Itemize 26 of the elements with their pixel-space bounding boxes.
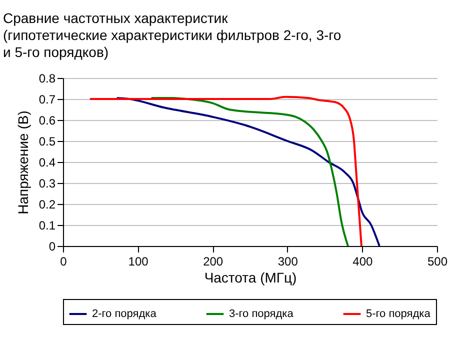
x-axis-title: Частота (МГц) bbox=[204, 270, 297, 286]
y-tick-label: 0.6 bbox=[38, 114, 56, 128]
text: (гипотетические характеристики фильтров 2-го, 3-го bbox=[3, 27, 342, 43]
x-tick-label: 0 bbox=[60, 254, 68, 268]
x-tick-label: 500 bbox=[427, 254, 448, 268]
y-tick-label: 0.2 bbox=[38, 198, 56, 212]
line-series bbox=[88, 96, 362, 247]
y-tick-label: 0.5 bbox=[38, 134, 56, 148]
x-tick-label: 200 bbox=[203, 254, 224, 268]
legend-label: 5-го порядка bbox=[366, 308, 432, 320]
y-axis-title: Напряжение (В) bbox=[14, 110, 31, 214]
y-tick-label: 0.1 bbox=[38, 218, 56, 232]
line-series bbox=[150, 96, 349, 247]
line-series bbox=[116, 96, 380, 247]
legend-label: 2-го порядка bbox=[92, 308, 158, 320]
y-tick-label: 0.3 bbox=[38, 176, 56, 190]
text: и 5-го порядков) bbox=[3, 44, 109, 60]
y-tick-label: 0.7 bbox=[38, 92, 56, 106]
x-tick-label: 400 bbox=[352, 254, 374, 268]
x-tick-label: 300 bbox=[278, 254, 298, 268]
x-tick-label: 100 bbox=[128, 254, 149, 268]
y-tick-label: 0.4 bbox=[38, 156, 56, 170]
y-tick-label: 0.8 bbox=[38, 72, 56, 86]
y-tick-label: 0 bbox=[48, 240, 56, 254]
text: Сравние частотных характеристик bbox=[3, 10, 228, 26]
legend-label: 3-го порядка bbox=[229, 308, 294, 320]
